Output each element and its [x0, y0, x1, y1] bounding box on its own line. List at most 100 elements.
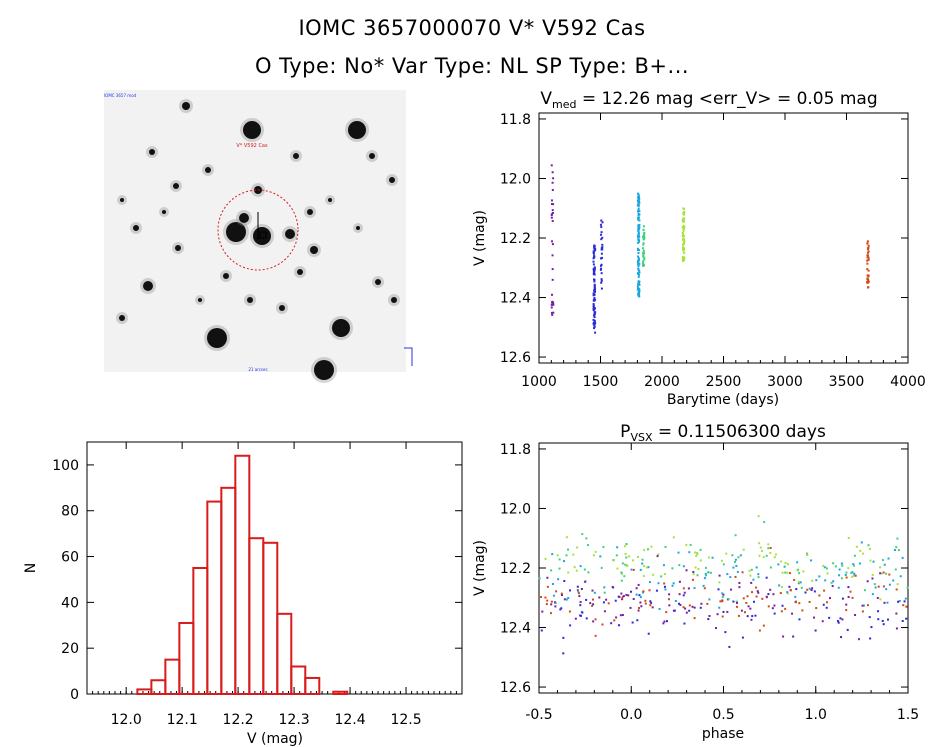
data-point: [637, 217, 640, 220]
data-point: [637, 202, 640, 205]
data-point: [685, 611, 688, 614]
data-point: [662, 564, 665, 567]
data-point: [636, 288, 639, 291]
hist-bar: [136, 688, 153, 695]
star: [198, 298, 202, 302]
data-point: [869, 637, 872, 640]
x-tick-label: 1.0: [805, 707, 827, 723]
data-point: [726, 610, 729, 613]
data-point: [628, 555, 631, 558]
y-tick-label: 100: [52, 458, 79, 474]
data-point: [643, 237, 646, 240]
data-point: [757, 515, 760, 518]
data-point: [664, 545, 667, 548]
data-point: [845, 609, 848, 612]
data-point: [637, 255, 640, 258]
data-point: [874, 586, 877, 589]
data-point: [697, 567, 700, 570]
data-point: [818, 594, 821, 597]
y-tick-label: 12.6: [500, 350, 531, 366]
data-point: [754, 614, 757, 617]
data-point: [853, 574, 856, 577]
x-tick-label: -0.5: [525, 707, 552, 723]
data-point: [638, 269, 641, 272]
data-point: [860, 541, 863, 544]
data-point: [665, 611, 668, 614]
data-point: [851, 575, 854, 578]
data-point: [841, 597, 844, 600]
data-point: [725, 552, 728, 555]
data-point: [644, 602, 647, 605]
data-point: [707, 618, 710, 621]
data-point: [813, 616, 816, 619]
data-point: [551, 553, 554, 556]
data-point: [554, 605, 557, 608]
data-point: [824, 579, 827, 582]
data-point: [551, 181, 554, 184]
data-point: [544, 596, 547, 599]
data-point: [755, 566, 758, 569]
data-point: [551, 171, 554, 174]
data-point: [688, 604, 691, 607]
data-point: [755, 586, 758, 589]
data-point: [569, 624, 572, 627]
data-point: [593, 306, 596, 309]
data-point: [563, 598, 566, 601]
star: [391, 297, 397, 303]
data-point: [584, 580, 587, 583]
data-point: [858, 562, 861, 565]
data-point: [883, 601, 886, 604]
data-point: [649, 604, 652, 607]
data-point: [614, 599, 617, 602]
hist-bar: [164, 658, 181, 695]
data-point: [737, 556, 740, 559]
data-point: [800, 586, 803, 589]
star: [226, 222, 246, 242]
data-point: [735, 605, 738, 608]
data-point: [601, 623, 604, 626]
data-point: [642, 590, 645, 593]
data-point: [906, 586, 909, 589]
data-point: [636, 619, 639, 622]
data-point: [786, 571, 789, 574]
data-point: [565, 598, 568, 601]
star: [293, 153, 299, 159]
data-point: [637, 240, 640, 243]
data-point: [637, 229, 640, 232]
data-point: [866, 259, 869, 262]
data-point: [625, 543, 628, 546]
data-point: [551, 313, 554, 316]
phase-panel: PVSX = 0.11506300 days -0.5 0.0 0.5 1.0 1.5 11…: [472, 422, 919, 742]
data-point: [870, 626, 873, 629]
data-point: [861, 604, 864, 607]
data-point: [624, 563, 627, 566]
data-point: [703, 587, 706, 590]
data-point: [877, 610, 880, 613]
data-point: [894, 568, 897, 571]
data-point: [783, 565, 786, 568]
data-point: [682, 229, 685, 232]
data-point: [551, 219, 554, 222]
data-point: [866, 262, 869, 265]
data-point: [565, 554, 568, 557]
hist-bar: [178, 621, 195, 695]
star: [173, 183, 179, 189]
data-point: [722, 610, 725, 613]
data-point: [630, 568, 633, 571]
data-point: [592, 303, 595, 306]
y-tick-label: 12.4: [500, 291, 531, 307]
data-point: [722, 593, 725, 596]
data-point: [735, 564, 738, 567]
data-point: [791, 612, 794, 615]
data-point: [877, 585, 880, 588]
star: [389, 177, 395, 183]
data-point: [621, 562, 624, 565]
data-point: [593, 319, 596, 322]
data-point: [574, 617, 577, 620]
data-point: [847, 567, 850, 570]
data-point: [618, 624, 621, 627]
data-point: [704, 572, 707, 575]
data-point: [632, 568, 635, 571]
data-point: [559, 608, 562, 611]
data-point: [867, 280, 870, 283]
